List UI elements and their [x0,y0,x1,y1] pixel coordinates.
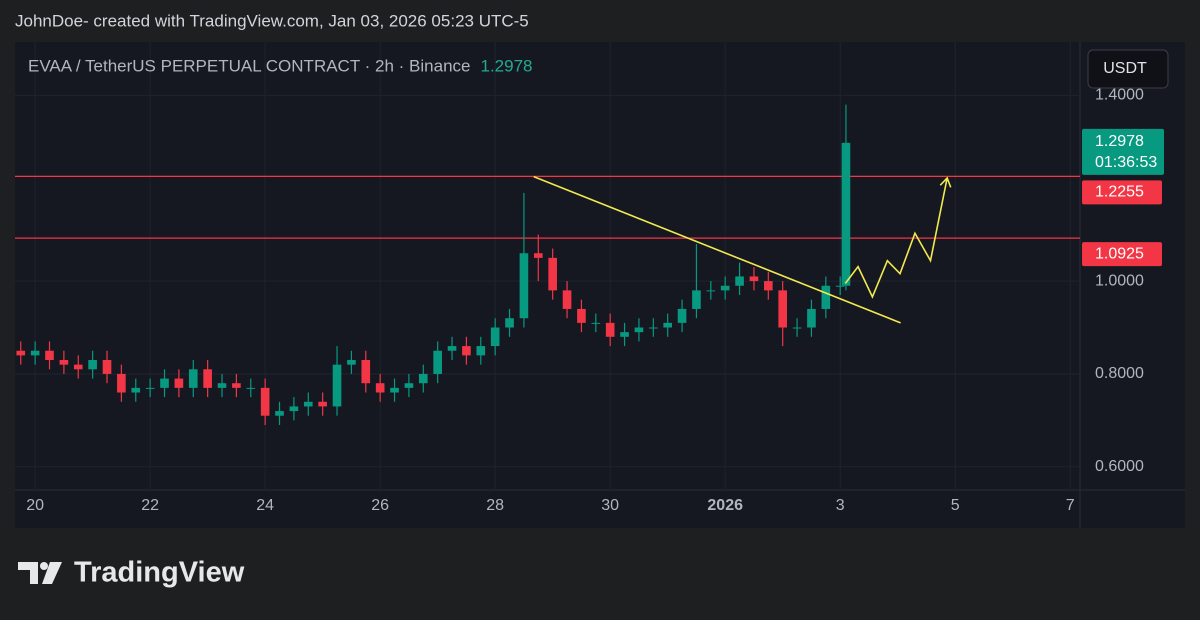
last-price-label: 1.2978 [1095,133,1144,150]
logo-text: TradingView [74,557,245,589]
candle-body [519,253,529,319]
header-last-price: 1.2978 [480,56,532,75]
candle-body [591,322,601,324]
level-label: 1.0925 [1095,245,1144,262]
x-tick-label: 20 [26,497,44,514]
candle-body [289,406,299,412]
attribution: JohnDoe- created with TradingView.com, J… [15,11,529,30]
countdown: 01:36:53 [1095,154,1157,171]
candle-body [275,411,284,416]
candle-body [390,387,399,393]
candle-body [447,346,457,351]
candle-body [232,383,241,388]
candle-body [505,318,514,328]
x-tick-label: 28 [486,497,504,514]
x-tick-label: 30 [601,497,619,514]
candle-body [807,308,816,328]
candle-body [764,281,773,291]
y-tick-label: 1.0000 [1095,272,1144,289]
candle-body [462,346,471,356]
y-tick-label: 1.4000 [1095,87,1144,104]
candle-body [648,327,658,329]
logo-icon [18,562,62,584]
candle-body [361,360,371,384]
candle-body [706,290,716,292]
candle-body [260,387,270,416]
candle-body [73,364,83,370]
candle-body [45,350,54,361]
symbol: EVAA / TetherUS PERPETUAL CONTRACT · 2h … [28,56,470,75]
x-tick-label: 2026 [707,497,743,514]
candle-body [634,327,644,333]
projection-path [844,177,948,299]
x-tick-label: 24 [256,497,274,514]
x-tick-label: 26 [371,497,389,514]
x-tick-label: 7 [1066,497,1075,514]
candle-body [835,285,845,287]
candle-body [792,327,802,329]
candle-body [404,383,414,388]
candle-body [605,322,615,337]
candle-body [490,327,500,347]
candle-body [246,387,256,389]
candle-body [102,360,112,374]
candle-body [749,276,759,282]
candle-body [720,285,730,291]
candle-body [145,387,155,389]
candle-body [117,373,126,393]
candle-body [160,378,169,388]
currency[interactable]: USDT [1103,60,1147,77]
candle-body [59,360,69,365]
candle-body [16,350,26,356]
candle-body [433,350,442,374]
y-tick-label: 0.6000 [1095,458,1144,475]
candle-body [188,369,198,388]
candle-body [620,332,629,337]
x-tick-label: 5 [951,497,960,514]
level-label: 1.2255 [1095,184,1144,201]
candle-body [347,360,356,365]
candle-body [663,322,672,328]
chart-panel [15,42,1185,528]
trendline [533,175,901,324]
currency-button[interactable] [1087,49,1169,89]
level-badge [1082,180,1162,205]
candle-body [88,360,97,370]
x-tick-label: 3 [836,497,845,514]
marks [15,104,1080,426]
grid [15,42,1080,490]
candle-body [203,369,212,388]
candle-body [692,290,701,309]
candle-body [577,308,586,323]
candle-body [174,378,184,388]
y-tick-label: 0.8000 [1095,365,1144,382]
candle-body [476,346,486,356]
candle-body [677,308,687,323]
candle-body [332,364,342,407]
candle-body [30,350,40,356]
candle-body [318,401,327,407]
candle-body [303,401,313,407]
candle-body [375,383,385,393]
level-badge [1082,242,1162,267]
x-tick-label: 22 [141,497,159,514]
candle-body [841,142,851,286]
candle-body [778,290,788,328]
projection-arrowhead [939,176,952,188]
candle-body [131,387,141,393]
candle-body [533,253,543,258]
candle-body [418,373,428,384]
candle-body [217,383,227,388]
candle-body [562,290,572,309]
last-price-badge [1082,128,1164,175]
candle-body [548,257,557,291]
candle-body [735,276,744,286]
candle-body [821,285,831,309]
